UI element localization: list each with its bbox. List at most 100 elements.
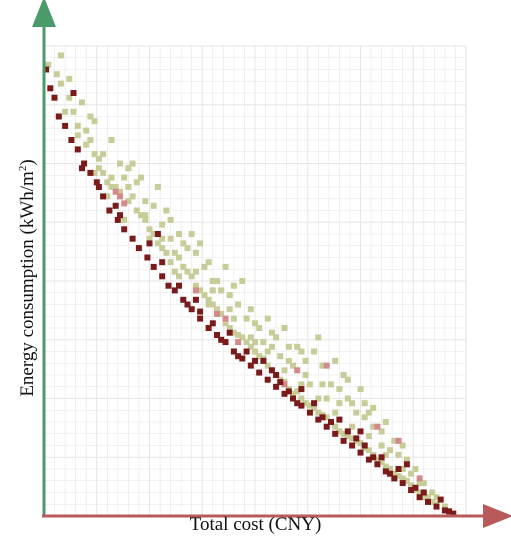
scatter-point — [420, 489, 427, 496]
scatter-point — [416, 480, 423, 487]
scatter-point — [125, 165, 132, 172]
scatter-point — [260, 357, 267, 364]
scatter-point — [87, 169, 94, 176]
scatter-point — [378, 454, 385, 461]
scatter-point — [285, 343, 292, 350]
scatter-point — [349, 435, 356, 442]
scatter-point — [87, 113, 94, 120]
scatter-point — [230, 348, 237, 355]
scatter-point — [57, 80, 64, 87]
plot-grid — [43, 45, 467, 517]
scatter-point — [133, 179, 140, 186]
scatter-point — [374, 456, 381, 463]
scatter-point — [57, 52, 64, 59]
scatter-point — [197, 308, 204, 315]
scatter-point — [412, 466, 419, 472]
scatter-point — [260, 339, 267, 346]
scatter-point — [285, 357, 292, 364]
scatter-point — [79, 165, 85, 172]
scatter-point — [117, 188, 123, 195]
scatter-point — [323, 414, 330, 421]
scatter-point — [374, 423, 381, 430]
scatter-point — [399, 466, 406, 472]
scatter-point — [95, 184, 102, 190]
scatter-point — [429, 489, 436, 496]
scatter-point — [323, 395, 330, 402]
scatter-point — [171, 249, 178, 256]
scatter-point — [294, 367, 301, 374]
scatter-point — [138, 212, 145, 219]
scatter-point — [441, 507, 448, 514]
x-axis-label: Total cost (CNY) — [189, 514, 322, 535]
scatter-point — [365, 456, 372, 463]
scatter-point — [264, 376, 271, 383]
scatter-point — [243, 348, 250, 355]
scatter-point — [47, 85, 54, 92]
scatter-point — [256, 353, 263, 360]
scatter-point — [353, 435, 360, 442]
scatter-point — [361, 414, 368, 421]
scatter-point — [365, 447, 372, 454]
scatter-point — [302, 357, 309, 364]
scatter-point — [247, 306, 254, 313]
scatter-point — [163, 249, 170, 256]
scatter-point — [53, 71, 60, 78]
scatter-point — [214, 332, 220, 338]
scatter-point — [100, 169, 107, 176]
scatter-point — [302, 400, 309, 407]
scatter-point — [247, 334, 254, 341]
scatter-point — [154, 231, 161, 237]
scatter-point — [121, 226, 128, 233]
scatter-point — [252, 357, 258, 364]
scatter-point — [370, 454, 377, 461]
scatter-point — [344, 376, 351, 383]
scatter-point — [433, 503, 440, 510]
scatter-point — [357, 428, 364, 435]
scatter-point — [51, 94, 58, 101]
scatter-point — [192, 282, 199, 289]
scatter-point — [340, 430, 347, 437]
scatter-point — [378, 442, 385, 449]
scatter-point — [218, 287, 225, 294]
scatter-point — [425, 494, 431, 501]
scatter-point — [281, 367, 288, 374]
scatter-point — [159, 235, 166, 242]
scatter-point — [273, 383, 280, 390]
scatter-point — [382, 451, 389, 458]
scatter-point — [264, 315, 271, 322]
scatter-point — [87, 137, 94, 143]
scatter-point — [146, 240, 153, 247]
scatter-point — [319, 414, 326, 421]
scatter-point — [306, 402, 313, 409]
scatter-point — [167, 216, 174, 223]
scatter-point — [281, 325, 288, 331]
scatter-point — [74, 132, 81, 139]
scatter-point — [332, 423, 339, 430]
scatter-point — [311, 404, 318, 411]
scatter-point — [403, 461, 410, 468]
scatter-point — [328, 381, 334, 388]
scatter-point — [114, 216, 121, 223]
scatter-point — [281, 381, 288, 388]
scatter-point — [176, 282, 182, 289]
scatter-point — [378, 458, 385, 465]
scatter-point — [336, 386, 343, 393]
scatter-point — [83, 127, 90, 134]
scatter-point — [395, 473, 402, 480]
scatter-point — [319, 362, 326, 369]
scatter-point — [408, 482, 415, 489]
scatter-point — [180, 263, 187, 270]
scatter-point — [62, 122, 69, 129]
scatter-point — [365, 409, 372, 416]
scatter-point — [357, 440, 364, 447]
scatter-point — [218, 310, 225, 317]
scatter-point — [205, 301, 212, 308]
scatter-point — [66, 75, 73, 82]
scatter-point — [180, 240, 187, 247]
scatter-point — [391, 475, 398, 482]
scatter-point — [437, 496, 444, 503]
scatter-point — [399, 442, 406, 449]
scatter-point — [403, 456, 410, 463]
scatter-point — [281, 390, 288, 397]
scatter-point — [159, 221, 166, 228]
